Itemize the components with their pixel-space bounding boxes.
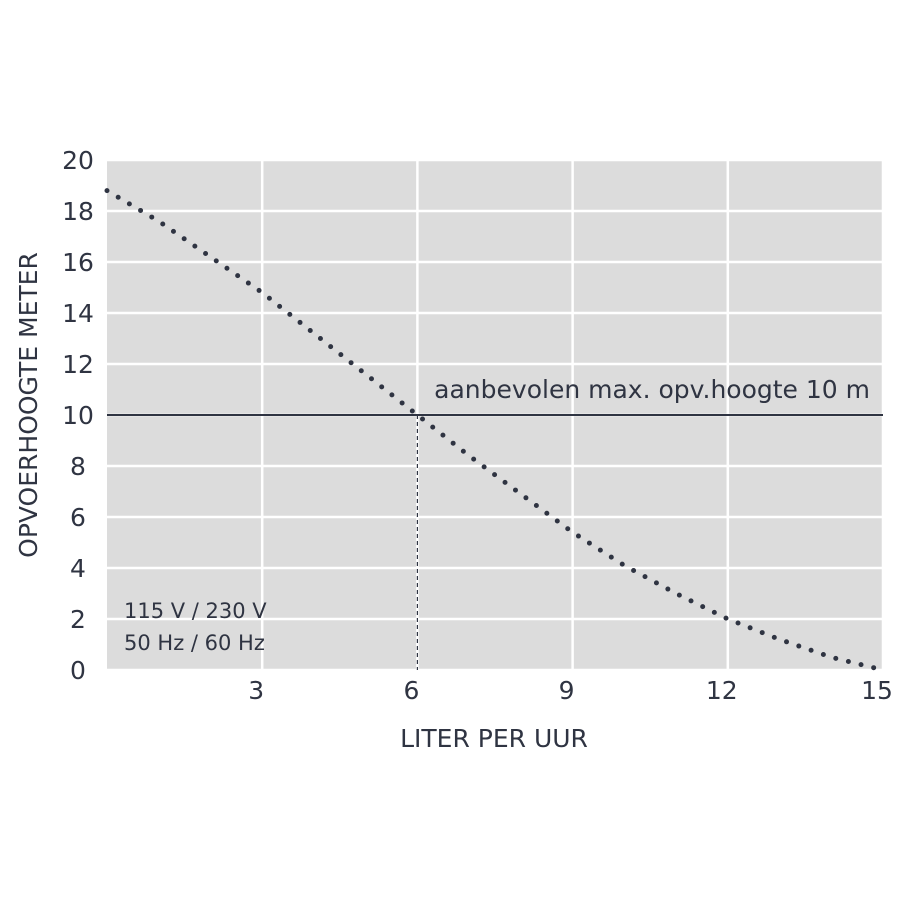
y-axis-label: OPVOERHOOGTE METER	[14, 252, 43, 558]
y-tick-label: 14	[62, 299, 94, 328]
y-tick-label: 16	[62, 248, 94, 277]
annotation: 115 V / 230 V	[124, 599, 267, 623]
y-tick-label: 0	[70, 656, 86, 685]
x-tick-label: 6	[403, 676, 419, 705]
y-tick-label: 18	[62, 197, 94, 226]
x-tick-label: 12	[706, 676, 738, 705]
reference-label: aanbevolen max. opv.hoogte 10 m	[434, 375, 870, 404]
x-axis-label: LITER PER UUR	[400, 724, 588, 753]
y-tick-label: 8	[70, 452, 86, 481]
y-tick-label: 12	[62, 350, 94, 379]
y-tick-label: 4	[70, 554, 86, 583]
y-tick-label: 10	[62, 401, 94, 430]
y-tick-label: 20	[62, 146, 94, 175]
x-tick-label: 15	[861, 676, 893, 705]
y-tick-label: 2	[70, 605, 86, 634]
annotation: 50 Hz / 60 Hz	[124, 631, 265, 655]
y-tick-label: 6	[70, 503, 86, 532]
x-tick-label: 3	[248, 676, 264, 705]
x-tick-label: 9	[559, 676, 575, 705]
curve	[104, 188, 886, 673]
